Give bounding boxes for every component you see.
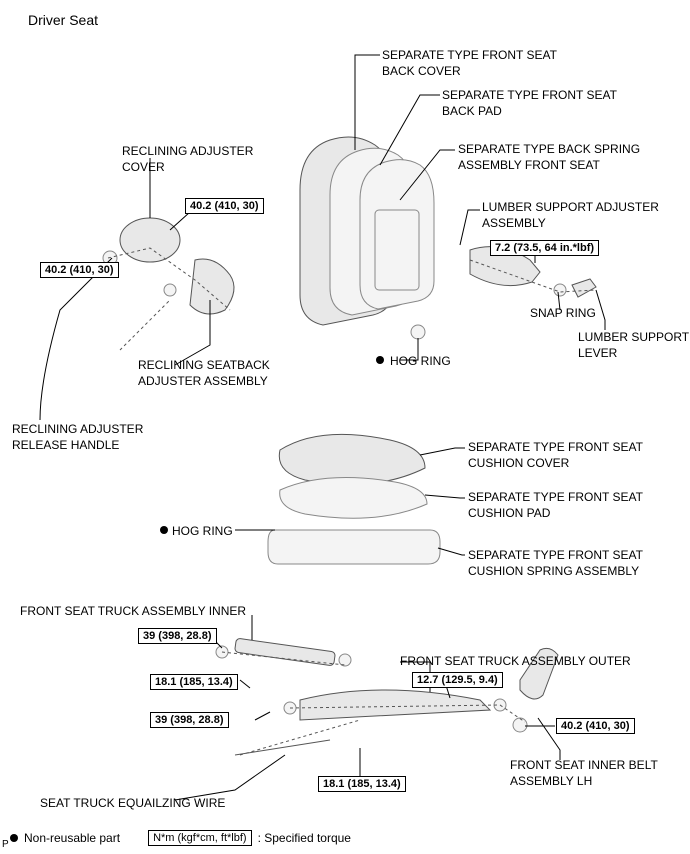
label-lumber-asm: LUMBER SUPPORT ADJUSTER ASSEMBLY bbox=[482, 200, 659, 231]
legend-torque-unit: N*m (kgf*cm, ft*lbf) bbox=[148, 830, 252, 846]
torque-181b: 18.1 (185, 13.4) bbox=[318, 776, 406, 792]
torque-402a: 40.2 (410, 30) bbox=[185, 198, 264, 214]
label-snap-ring: SNAP RING bbox=[530, 306, 596, 322]
legend-torque-text: : Specified torque bbox=[258, 831, 351, 845]
label-back-cover: SEPARATE TYPE FRONT SEAT BACK COVER bbox=[382, 48, 557, 79]
bullet-icon bbox=[10, 834, 18, 842]
seat-back-group bbox=[300, 137, 434, 339]
label-truck-inner: FRONT SEAT TRUCK ASSEMBLY INNER bbox=[20, 604, 246, 620]
torque-402b: 40.2 (410, 30) bbox=[40, 262, 119, 278]
torque-39a: 39 (398, 28.8) bbox=[138, 628, 217, 644]
label-cushion-cover: SEPARATE TYPE FRONT SEAT CUSHION COVER bbox=[468, 440, 643, 471]
bullet-hogring-2 bbox=[160, 526, 168, 534]
label-back-spring: SEPARATE TYPE BACK SPRING ASSEMBLY FRONT… bbox=[458, 142, 640, 173]
label-hogring-2: HOG RING bbox=[172, 524, 233, 540]
label-back-pad: SEPARATE TYPE FRONT SEAT BACK PAD bbox=[442, 88, 617, 119]
label-cushion-spring: SEPARATE TYPE FRONT SEAT CUSHION SPRING … bbox=[468, 548, 643, 579]
label-lumber-lever: LUMBER SUPPORT LEVER bbox=[578, 330, 689, 361]
bullet-hogring-1 bbox=[376, 356, 384, 364]
legend: Non-reusable part N*m (kgf*cm, ft*lbf) :… bbox=[10, 830, 351, 846]
label-cushion-pad: SEPARATE TYPE FRONT SEAT CUSHION PAD bbox=[468, 490, 643, 521]
label-hogring-1: HOG RING bbox=[390, 354, 451, 370]
label-reclining-seatback: RECLINING SEATBACK ADJUSTER ASSEMBLY bbox=[138, 358, 270, 389]
label-equalizing-wire: SEAT TRUCK EQUAILZING WIRE bbox=[40, 796, 225, 812]
label-reclining-cover: RECLINING ADJUSTER COVER bbox=[122, 144, 253, 175]
label-reclining-release: RECLINING ADJUSTER RELEASE HANDLE bbox=[12, 422, 143, 453]
seat-cushion-group bbox=[268, 434, 440, 564]
reclining-group bbox=[103, 218, 234, 350]
torque-181a: 18.1 (185, 13.4) bbox=[150, 674, 238, 690]
torque-72: 7.2 (73.5, 64 in.*lbf) bbox=[490, 240, 599, 256]
torque-402c: 40.2 (410, 30) bbox=[556, 718, 635, 734]
torque-39b: 39 (398, 28.8) bbox=[150, 712, 229, 728]
label-inner-belt: FRONT SEAT INNER BELT ASSEMBLY LH bbox=[510, 758, 658, 789]
torque-127: 12.7 (129.5, 9.4) bbox=[412, 672, 503, 688]
legend-nonreusable: Non-reusable part bbox=[24, 831, 120, 845]
label-truck-outer: FRONT SEAT TRUCK ASSEMBLY OUTER bbox=[400, 654, 631, 670]
